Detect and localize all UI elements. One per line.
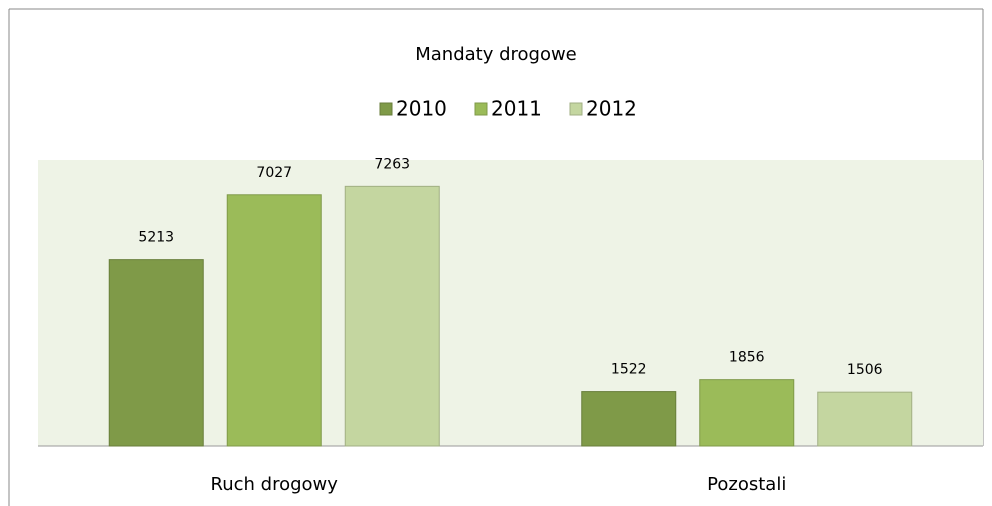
bar xyxy=(344,185,440,447)
data-label: 1522 xyxy=(611,362,647,378)
x-tick-label: Pozostali xyxy=(707,474,786,495)
data-label: 5213 xyxy=(138,230,174,246)
data-label: 1506 xyxy=(847,362,883,378)
legend-swatch xyxy=(569,102,583,116)
bar xyxy=(226,194,322,447)
legend-label: 2012 xyxy=(586,97,637,121)
x-tick-label: Ruch drogowy xyxy=(211,474,339,495)
data-label: 7027 xyxy=(256,165,292,181)
data-label: 7263 xyxy=(374,156,410,172)
bar xyxy=(108,259,204,447)
legend-label: 2010 xyxy=(396,97,447,121)
bar xyxy=(699,379,795,447)
bar xyxy=(817,391,913,447)
legend-swatch xyxy=(379,102,393,116)
legend-swatch xyxy=(474,102,488,116)
bar xyxy=(581,391,677,447)
chart-title: Mandaty drogowe xyxy=(415,44,577,65)
data-label: 1856 xyxy=(729,350,765,366)
legend-label: 2011 xyxy=(491,97,542,121)
